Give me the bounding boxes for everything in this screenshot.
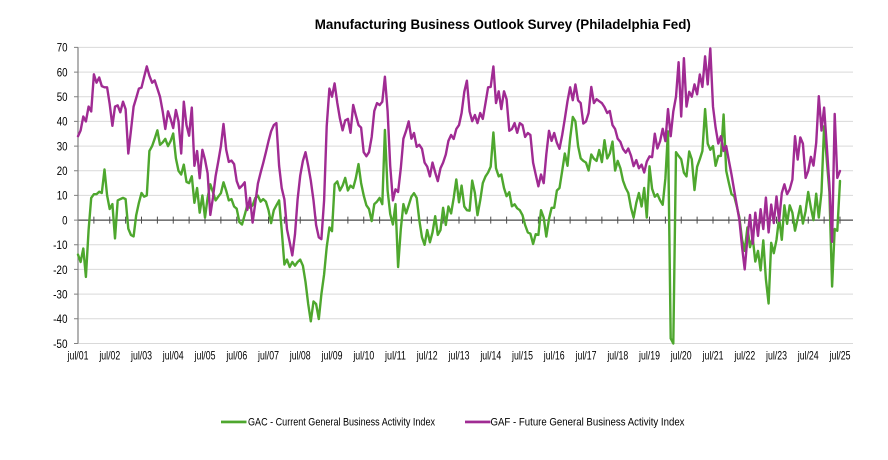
svg-text:jul/01: jul/01 xyxy=(67,349,89,363)
svg-text:Manufacturing Business Outlook: Manufacturing Business Outlook Survey (P… xyxy=(315,17,691,32)
svg-text:jul/19: jul/19 xyxy=(638,349,660,363)
svg-text:jul/06: jul/06 xyxy=(226,349,248,363)
svg-text:GAF - Future General Business: GAF - Future General Business Activity I… xyxy=(491,417,686,429)
svg-text:jul/05: jul/05 xyxy=(194,349,216,363)
svg-text:jul/02: jul/02 xyxy=(99,349,121,363)
svg-text:jul/12: jul/12 xyxy=(416,349,438,363)
svg-text:jul/03: jul/03 xyxy=(130,349,152,363)
svg-text:50: 50 xyxy=(57,90,68,104)
svg-text:30: 30 xyxy=(57,139,68,153)
svg-text:jul/22: jul/22 xyxy=(734,349,756,363)
svg-text:jul/15: jul/15 xyxy=(511,349,533,363)
svg-text:jul/23: jul/23 xyxy=(765,349,787,363)
svg-text:jul/24: jul/24 xyxy=(797,349,819,363)
svg-text:jul/13: jul/13 xyxy=(448,349,470,363)
svg-text:70: 70 xyxy=(57,41,68,55)
svg-text:jul/20: jul/20 xyxy=(670,349,692,363)
svg-text:-40: -40 xyxy=(53,312,68,326)
svg-text:GAC - Current General Business: GAC - Current General Business Activity … xyxy=(248,417,436,429)
svg-text:10: 10 xyxy=(57,189,68,203)
svg-text:jul/08: jul/08 xyxy=(289,349,311,363)
svg-text:-20: -20 xyxy=(53,263,68,277)
svg-text:jul/14: jul/14 xyxy=(480,349,502,363)
svg-text:jul/11: jul/11 xyxy=(384,349,406,363)
svg-text:60: 60 xyxy=(57,65,68,79)
svg-text:jul/25: jul/25 xyxy=(829,349,851,363)
svg-text:-30: -30 xyxy=(53,287,68,301)
svg-text:jul/09: jul/09 xyxy=(321,349,343,363)
svg-text:jul/21: jul/21 xyxy=(702,349,724,363)
svg-text:jul/07: jul/07 xyxy=(257,349,279,363)
svg-text:20: 20 xyxy=(57,164,68,178)
svg-text:0: 0 xyxy=(62,213,68,227)
svg-text:jul/04: jul/04 xyxy=(162,349,184,363)
svg-text:-50: -50 xyxy=(53,337,68,351)
svg-text:jul/10: jul/10 xyxy=(353,349,375,363)
svg-text:-10: -10 xyxy=(53,238,68,252)
svg-text:jul/18: jul/18 xyxy=(607,349,629,363)
svg-text:jul/16: jul/16 xyxy=(543,349,565,363)
svg-text:40: 40 xyxy=(57,115,68,129)
svg-text:jul/17: jul/17 xyxy=(575,349,597,363)
